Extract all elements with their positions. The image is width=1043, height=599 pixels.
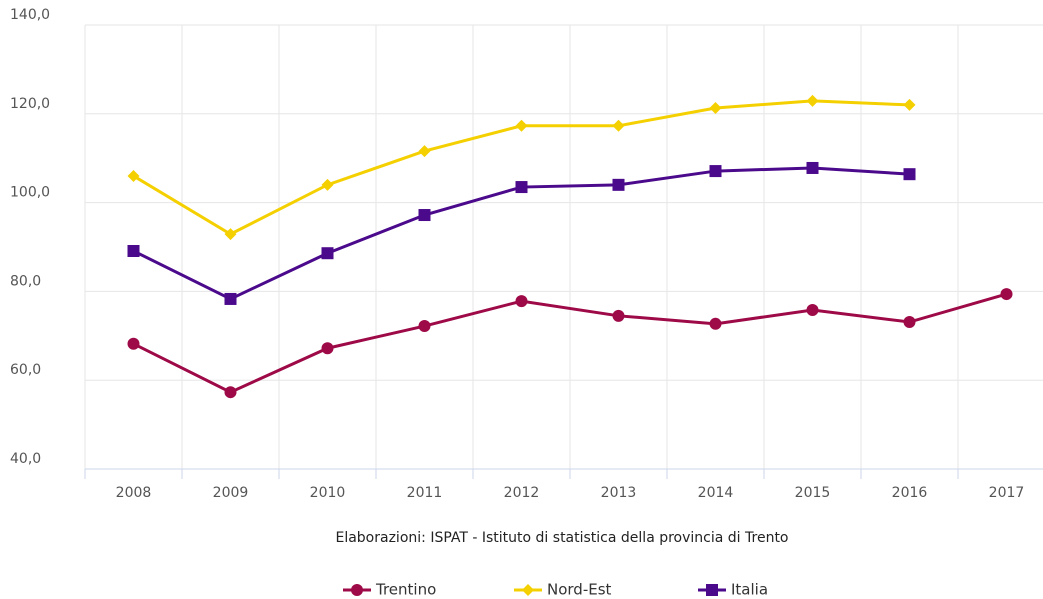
y-tick-label: 120,0	[10, 96, 50, 112]
point	[515, 181, 528, 194]
x-tick-label: 2015	[795, 485, 831, 501]
point	[612, 119, 625, 132]
legend-label: Nord-Est	[547, 581, 612, 599]
point	[709, 317, 722, 330]
point	[127, 169, 140, 182]
x-tick-label: 2013	[601, 485, 637, 501]
point	[903, 316, 916, 329]
legend-marker	[706, 584, 718, 596]
point	[127, 337, 140, 350]
x-tick-label: 2008	[116, 485, 152, 501]
caption: Elaborazioni: ISPAT - Istituto di statis…	[335, 530, 788, 546]
y-tick-label: 80,0	[10, 273, 41, 289]
point	[806, 94, 819, 107]
point	[127, 244, 140, 257]
legend-label: Italia	[731, 581, 768, 599]
point	[418, 145, 431, 158]
point	[806, 161, 819, 174]
point	[224, 292, 237, 305]
point	[903, 168, 916, 181]
x-tick-label: 2016	[892, 485, 928, 501]
x-tick-label: 2011	[407, 485, 443, 501]
legend-marker	[351, 584, 363, 596]
x-tick-label: 2014	[698, 485, 734, 501]
y-tick-label: 60,0	[10, 362, 41, 378]
point	[321, 247, 334, 260]
y-tick-label: 140,0	[10, 7, 50, 23]
series-line	[132, 292, 1007, 394]
x-tick-label: 2009	[213, 485, 249, 501]
point	[418, 320, 431, 333]
point	[515, 295, 528, 308]
x-tick-label: 2012	[504, 485, 540, 501]
legend-marker	[522, 584, 534, 596]
point	[709, 165, 722, 178]
point	[1000, 288, 1013, 301]
legend-label: Trentino	[375, 581, 436, 599]
point	[224, 386, 237, 399]
point	[612, 309, 625, 322]
point	[321, 342, 334, 355]
x-tick-label: 2010	[310, 485, 346, 501]
point	[806, 304, 819, 317]
point	[224, 228, 237, 241]
y-tick-label: 100,0	[10, 185, 50, 201]
point	[612, 178, 625, 191]
y-tick-label: 40,0	[10, 451, 41, 467]
point	[418, 209, 431, 222]
point	[515, 119, 528, 132]
x-tick-label: 2017	[989, 485, 1025, 501]
point	[321, 178, 334, 191]
point	[903, 98, 916, 111]
point	[709, 102, 722, 115]
